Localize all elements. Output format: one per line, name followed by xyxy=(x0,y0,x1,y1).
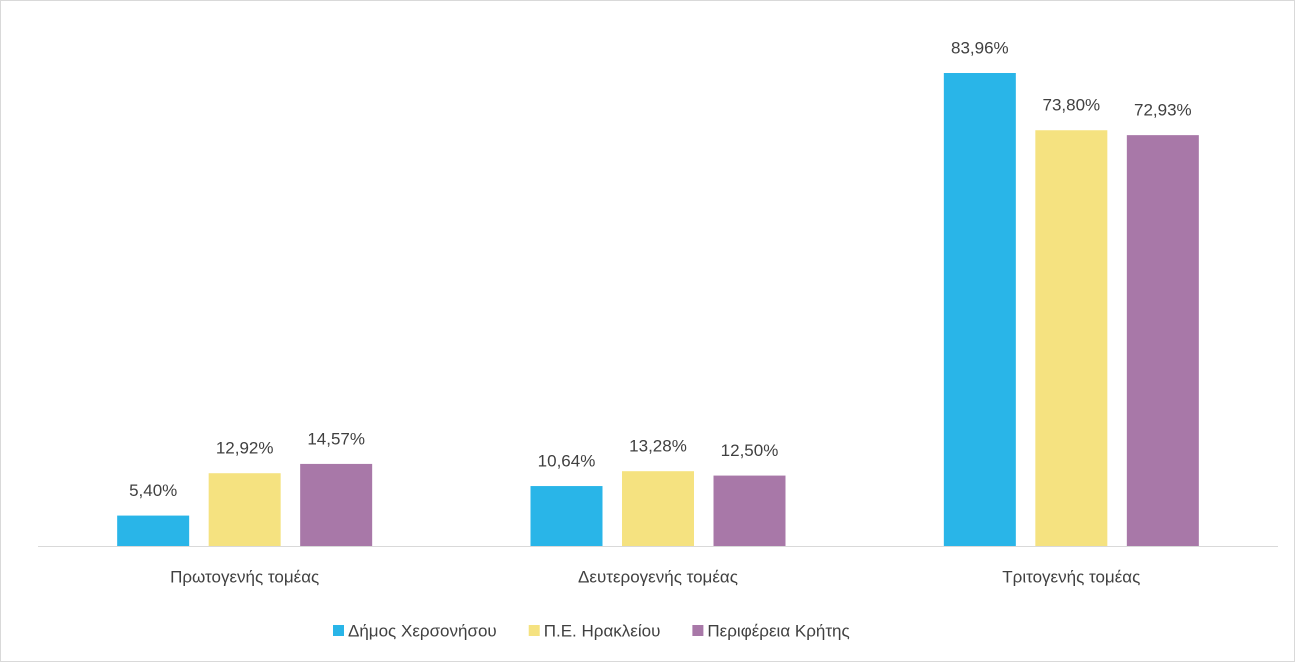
bar xyxy=(530,486,603,546)
data-label: 10,64% xyxy=(538,452,596,471)
legend-label: Δήμος Χερσονήσου xyxy=(348,621,497,640)
data-label: 14,57% xyxy=(307,429,365,448)
data-label: 73,80% xyxy=(1042,96,1100,115)
data-label: 83,96% xyxy=(951,38,1009,57)
x-tick-label: Δευτερογενής τομέας xyxy=(578,567,738,586)
legend-label: Περιφέρεια Κρήτης xyxy=(707,621,849,640)
legend-label: Π.Ε. Ηρακλείου xyxy=(544,621,661,640)
data-label: 5,40% xyxy=(129,481,177,500)
bar xyxy=(117,515,190,546)
bar xyxy=(300,463,373,546)
legend-swatch xyxy=(333,625,344,636)
legend-swatch xyxy=(692,625,704,636)
x-tick-label: Πρωτογενής τομέας xyxy=(170,567,319,586)
bar xyxy=(622,471,694,546)
bar xyxy=(713,475,786,546)
legend-swatch xyxy=(528,625,540,636)
bar xyxy=(1126,135,1199,547)
x-tick-label: Τριτογενής τομέας xyxy=(1002,567,1140,586)
data-label: 13,28% xyxy=(629,437,687,456)
bar xyxy=(1035,130,1108,546)
data-label: 72,93% xyxy=(1134,101,1192,120)
data-label: 12,92% xyxy=(216,439,274,458)
data-label: 12,50% xyxy=(721,441,779,460)
bar xyxy=(943,73,1016,546)
bar xyxy=(208,473,281,546)
